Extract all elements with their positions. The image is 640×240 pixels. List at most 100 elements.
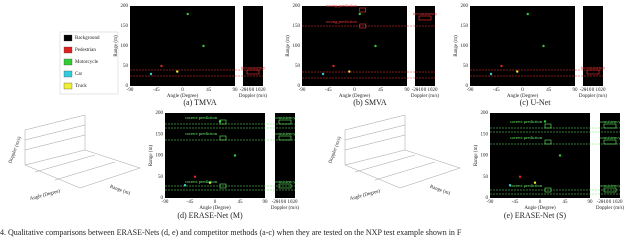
legend-swatch (63, 82, 73, 90)
range-label: Range (m) (454, 35, 459, 57)
range-tick: 50 (123, 64, 129, 69)
detection (489, 72, 493, 76)
annotation-box (219, 119, 227, 125)
annotation: consistency (275, 179, 297, 184)
range-label: Range (m) (149, 145, 154, 167)
doppler-tick: -20 (597, 200, 604, 205)
detection (542, 44, 545, 48)
annotation: consistency (600, 183, 622, 188)
doppler-tick: 10 (613, 200, 619, 205)
doppler-label: Doppler (m/s) (411, 94, 440, 99)
doppler-tick: -20 (412, 88, 419, 93)
angle-tick: 90 (263, 200, 269, 205)
detection (202, 44, 205, 48)
annotation-box (603, 139, 617, 145)
doppler-tick: -20 (240, 88, 247, 93)
doppler-tick: 0 (592, 88, 595, 93)
range-tick: 0 (161, 196, 164, 201)
doppler-tick: -10 (602, 200, 609, 205)
angle-tick: 45 (378, 88, 384, 93)
range-tick: 200 (293, 4, 301, 9)
annotation: correct prediction (185, 179, 218, 184)
annotation-box (418, 15, 432, 21)
angle-tick: 90 (233, 88, 239, 93)
range-angle-map (165, 113, 265, 198)
angle-tick: -90 (162, 200, 169, 205)
range-doppler-map (243, 6, 263, 86)
angle-tick: -90 (127, 88, 134, 93)
range-tick: 150 (461, 24, 469, 29)
legend-label: Motorcycle (75, 60, 99, 65)
angle-tick: 45 (206, 88, 212, 93)
angle-label: Angle (Degree) (199, 206, 231, 211)
angle-tick: 90 (588, 200, 594, 205)
legend-swatch (63, 34, 73, 42)
range-tick: 0 (486, 196, 489, 201)
annotation-box (544, 187, 552, 193)
detection (508, 184, 512, 187)
legend-label: Car (75, 72, 83, 77)
legend-label: Background (75, 36, 100, 41)
detection (176, 70, 179, 73)
doppler-tick: 20 (618, 200, 624, 205)
x-label: Angle (Degree) (349, 189, 381, 202)
z-label: Doppler (m/s) (8, 136, 22, 165)
doppler-tick: -20 (580, 88, 587, 93)
angle-tick: -90 (487, 200, 494, 205)
detection (533, 181, 537, 184)
angle-tick: -45 (493, 88, 500, 93)
doppler-tick: 10 (288, 200, 294, 205)
angle-tick: 90 (405, 88, 411, 93)
range-tick: 0 (126, 84, 129, 89)
legend-label: Truck (75, 84, 87, 89)
annotation-box (278, 119, 292, 125)
range-tick: 100 (293, 44, 301, 49)
range-tick: 50 (463, 64, 469, 69)
angle-tick: 45 (563, 200, 569, 205)
annotation: consistency (600, 135, 622, 140)
doppler-tick: -20 (272, 200, 279, 205)
legend-swatch (63, 70, 73, 78)
z-label: Doppler (m/s) (328, 136, 342, 165)
range-tick: 100 (156, 154, 164, 159)
detection (348, 70, 351, 73)
annotation-box (544, 139, 552, 145)
annotation: consistency (275, 115, 297, 120)
legend-swatch (63, 58, 73, 66)
annotation-box (603, 123, 617, 129)
range-label: Range (m) (114, 35, 119, 57)
range-tick: 200 (121, 4, 129, 9)
detection (516, 70, 519, 73)
annotation: inconsistency (241, 65, 266, 70)
angle-tick: -45 (325, 88, 332, 93)
panel-caption: (c) U-Net (520, 98, 552, 107)
annotation-box (278, 135, 292, 141)
panel-caption: (e) ERASE-Net (S) (504, 211, 567, 220)
doppler-tick: 20 (293, 200, 299, 205)
detection (332, 64, 335, 68)
doppler-tick: -10 (417, 88, 424, 93)
doppler-tick: 0 (252, 88, 255, 93)
y-label: Range (m) (429, 185, 451, 197)
annotation: wrong prediction (326, 19, 358, 24)
annotation-box (359, 23, 367, 29)
annotation: correct prediction (510, 183, 543, 188)
detection (186, 12, 189, 16)
figure-caption: 4. Qualitative comparisons between ERASE… (0, 228, 462, 237)
doppler-tick: 20 (601, 88, 607, 93)
detection (149, 72, 153, 76)
range-doppler-map (600, 113, 620, 198)
range-tick: 0 (466, 84, 469, 89)
surface-plot-e (344, 114, 461, 189)
angle-tick: 0 (181, 88, 184, 93)
doppler-tick: 10 (596, 88, 602, 93)
doppler-tick: 10 (256, 88, 262, 93)
annotation-box (359, 7, 367, 13)
annotation: inconsistency (581, 65, 606, 70)
angle-tick: 45 (238, 200, 244, 205)
angle-tick: 0 (521, 88, 524, 93)
doppler-tick: 20 (261, 88, 267, 93)
angle-label: Angle (Degree) (339, 94, 371, 99)
range-tick: 150 (293, 24, 301, 29)
